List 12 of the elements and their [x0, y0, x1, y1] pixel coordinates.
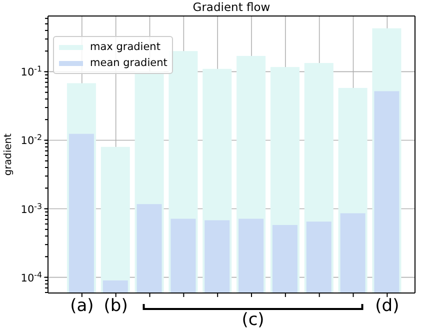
y-tick-label: 10$^{-1}$: [20, 64, 42, 79]
chart-title: Gradient flow: [192, 0, 270, 14]
legend-label: mean gradient: [90, 57, 168, 69]
y-tick-label: 10$^{-4}$: [20, 270, 42, 284]
y-tick-label: 10$^{-3}$: [20, 201, 42, 216]
y-tick-label: 10$^{-2}$: [20, 132, 42, 148]
x-tick-label: (b): [104, 296, 128, 316]
legend-label: max gradient: [90, 41, 160, 53]
y-axis-title: gradient: [3, 133, 14, 176]
text: (c): [242, 310, 264, 328]
x-tick-label: (a): [70, 296, 94, 316]
x-tick-label: (d): [375, 296, 400, 316]
